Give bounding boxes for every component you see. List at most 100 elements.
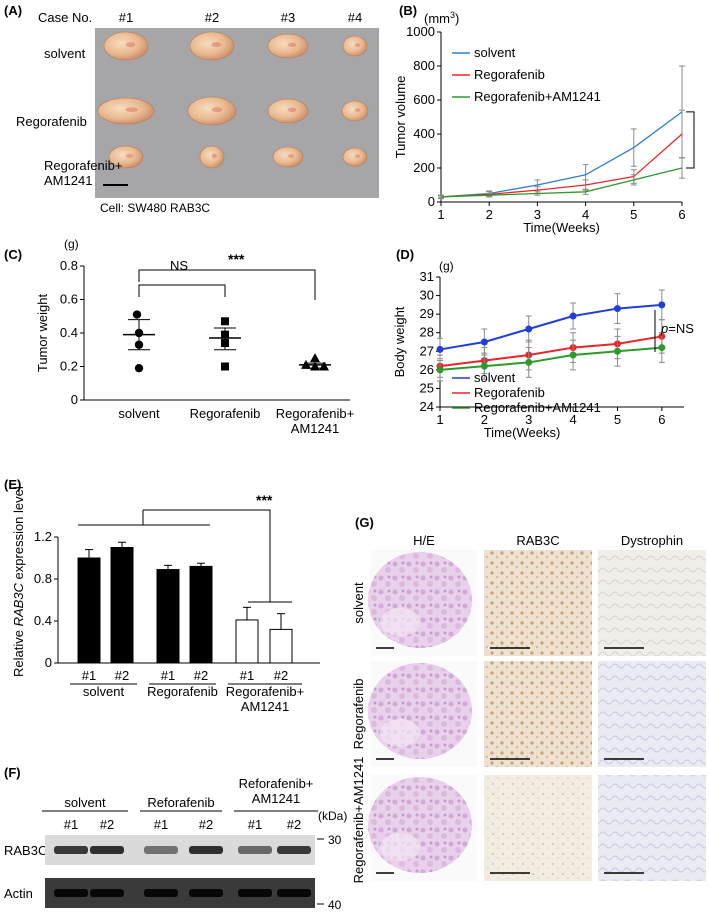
x-tick-label: #2 [115,668,129,683]
marker-label: 40 [328,898,342,912]
case-label: #4 [348,10,362,25]
y-tick-label: 800 [413,58,435,73]
stain-label: Dystrophin [621,533,683,548]
x-tick-label: 6 [678,207,685,222]
ihc-tissue [484,550,592,656]
blot-row-label: Actin [4,886,33,901]
cell-caption: Cell: SW480 RAB3C [100,201,210,215]
tumor-sample [272,146,304,168]
tumor-sample [342,35,368,57]
tumor-vessel [354,154,361,158]
ihc-tissue-light [380,719,420,747]
series-line [439,346,662,371]
data-point [569,351,577,359]
y-tick-label: 24 [420,399,434,414]
group-label: solvent [83,684,125,699]
data-point [658,344,666,352]
y-tick-label: 600 [413,92,435,107]
data-point [221,362,229,371]
panel-g: (G) H/E RAB3C Dystrophin solvent Regorafenib… [351,515,706,883]
data-point [436,366,444,374]
row-label-a: Regorafenib+ AM1241 [44,158,122,188]
panel-c-label: (C) [4,247,22,262]
blot-band [277,846,311,854]
panel-b-significance: *** [702,131,709,148]
western-blots [45,835,315,908]
series-line [439,303,662,351]
bar [156,569,180,664]
blot-group-label: Reforafenib+ AM1241 [239,776,314,806]
y-tick-label: 25 [420,380,434,395]
panel-e-ylabel: Relative RAB3C expression level [11,486,26,677]
tumor-sample [97,97,155,125]
significance-bracket [686,111,695,169]
y-tick-label: 0.4 [34,613,52,628]
x-tick-label: 4 [569,412,576,427]
data-point [132,310,142,319]
tumor-vessel [211,42,222,48]
lane-label: #1 [64,817,78,832]
y-tick-label: 31 [420,269,434,284]
ihc-tissue [598,661,706,767]
ihc-row-label: solvent [351,582,366,624]
kda-label: (kDa) [318,809,347,823]
blot-group-label: solvent [64,795,106,810]
tumor-vessel [287,154,295,158]
y-tick-label: 0 [71,392,78,407]
panel-g-label: (G) [355,515,374,530]
panel-f: (F) solvent Reforafenib Reforafenib+ AM1241… [4,765,347,912]
ns-bracket [138,284,226,297]
tumor-vessel [354,43,361,47]
y-tick-label: 28 [420,325,434,340]
blot-band [277,889,311,897]
ihc-tissue [598,550,706,656]
x-tick-label: #2 [274,668,288,683]
group-label: Regorafenib+ AM1241 [226,684,304,714]
data-point [525,358,533,366]
panel-a-label: (A) [4,3,22,18]
blot-band [189,889,223,897]
ihc-tissue [598,775,706,881]
panel-c-significance: *** [228,251,245,267]
tumor-sample [187,96,237,126]
y-axis-label: Tumor volume [393,76,408,159]
x-tick-label: 3 [525,412,532,427]
y-tick-label: 29 [420,306,434,321]
case-label: #3 [281,10,295,25]
blot-group-label: Reforafenib [147,795,214,810]
y-tick-label: 0.8 [34,571,52,586]
ihc-tissue [368,777,472,873]
tumor-vessel [287,107,297,112]
case-labels: #1 #2 #3 #4 [119,10,362,25]
data-point [480,362,488,370]
x-tick-label: #2 [194,668,208,683]
ihc-tissue-light [380,608,420,636]
sig-bracket [138,269,316,300]
category-label: Regorafenib+ AM1241 [276,406,354,436]
tumor-volume-chart: 0 200 400 600 800 1000 1 2 3 4 5 6 Time(Weeks) Tumor … [393,24,695,235]
x-tick-label: 6 [658,412,665,427]
tumor-sample [199,145,225,169]
data-point [613,305,621,313]
x-tick-label: 1 [436,412,443,427]
bar [110,547,134,664]
ihc-tissue [484,661,592,767]
legend-label: solvent [474,370,516,385]
data-point [436,345,444,353]
ihc-row-label: Regorafenib [351,679,366,750]
panel-b-unit: (mm3) [424,10,459,26]
data-point [569,312,577,320]
legend-label: Regorafenib [474,385,545,400]
case-label: #1 [119,10,133,25]
data-point [310,353,320,363]
x-tick-label: 2 [486,207,493,222]
y-axis-label: Body weight [392,306,407,377]
lane-label: #1 [248,817,262,832]
panel-e-label: (E) [4,477,21,492]
legend-label: Regorafenib [474,67,545,82]
panel-c-unit: (g) [64,237,79,251]
y-tick-label: 0.4 [60,325,78,340]
panel-d: (D) (g) 24 25 26 27 28 29 30 31 1 2 3 4 5 6 Time(Weeks… [392,247,694,440]
tumor-samples [97,31,369,169]
